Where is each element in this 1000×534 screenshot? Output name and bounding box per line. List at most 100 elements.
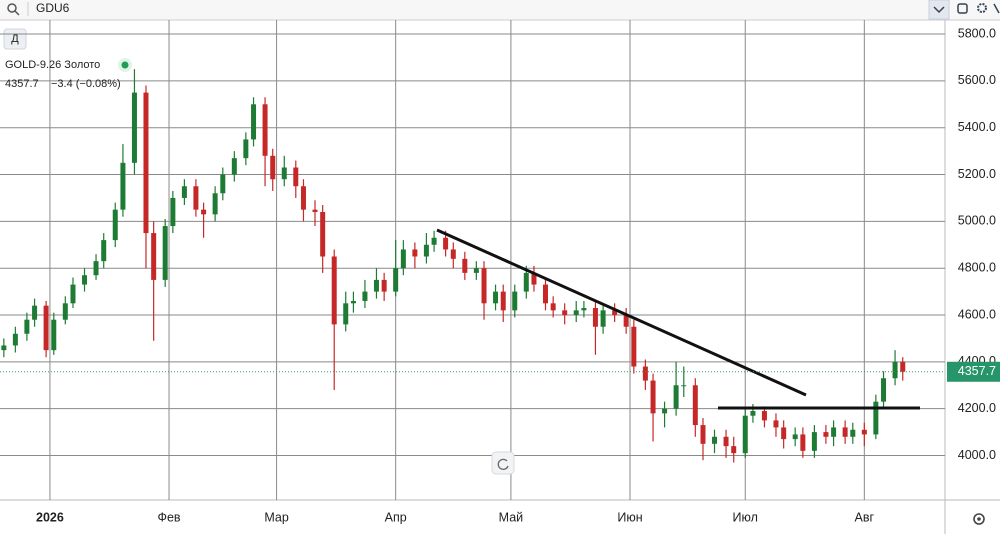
candle-body: [642, 366, 648, 381]
candle-body: [293, 167, 299, 187]
candle-body: [300, 186, 306, 210]
candle-body: [450, 249, 456, 259]
candle-body: [93, 261, 99, 276]
candle-body: [831, 427, 837, 437]
interval-label[interactable]: Д: [11, 33, 19, 45]
axis-settings-center: [977, 517, 981, 521]
candle-body: [212, 193, 218, 215]
candle-body: [243, 139, 249, 159]
y-tick-label: 5800.0: [958, 26, 996, 40]
candle-body: [550, 303, 556, 311]
candle-body: [170, 197, 176, 227]
candle-body: [350, 300, 356, 304]
candle-body: [70, 284, 76, 304]
candle-body: [151, 233, 157, 280]
candle-body: [381, 279, 387, 292]
candle-body: [412, 249, 418, 257]
candle-body: [573, 310, 579, 316]
reset-icon: [497, 458, 509, 470]
legend-symbol: GOLD-9.26 Золото: [5, 59, 100, 71]
candle-body: [262, 104, 268, 156]
candle-body: [650, 380, 656, 414]
axis-settings-icon[interactable]: [973, 513, 985, 525]
candle-body: [750, 411, 756, 416]
dropdown-chevron: [933, 6, 945, 14]
candle-body: [281, 167, 287, 180]
candle-body: [861, 429, 867, 435]
candle-body: [443, 237, 449, 250]
candle-body: [32, 305, 38, 320]
candle-body: [131, 92, 137, 163]
candle-body: [842, 427, 848, 437]
candle-body: [581, 308, 587, 311]
candle-body: [623, 315, 629, 327]
candle-body: [473, 268, 479, 273]
candle-body: [331, 256, 337, 325]
x-tick-label: Фев: [157, 510, 180, 524]
candle-body: [270, 155, 276, 180]
y-tick-label: 5000.0: [958, 214, 996, 228]
candle-body: [562, 310, 568, 316]
y-tick-label: 4000.0: [958, 448, 996, 462]
candle-body: [873, 401, 879, 435]
legend-change: −3.4 (−0.08%): [51, 78, 121, 90]
candle-body: [712, 436, 718, 444]
x-tick-label: Мар: [264, 510, 289, 524]
candle-body: [101, 240, 107, 262]
toolbar: [0, 0, 1000, 20]
last-price-tag: [947, 361, 1000, 382]
candle-body: [673, 385, 679, 409]
candle-body: [400, 249, 406, 269]
candle-body: [592, 308, 598, 327]
candle-body: [181, 186, 187, 198]
window-icon[interactable]: [957, 3, 968, 14]
candle-body: [792, 434, 798, 440]
symbol-input[interactable]: GDU6: [36, 1, 70, 15]
x-tick-label: Июн: [617, 510, 642, 524]
candle-body: [12, 333, 18, 346]
trend-line[interactable]: [436, 228, 807, 397]
candle-body: [251, 104, 257, 140]
candle-body: [662, 408, 668, 414]
candle-body: [462, 258, 468, 273]
candle-body: [881, 378, 887, 402]
x-tick-label: 2026: [36, 510, 64, 524]
candle-body: [481, 268, 487, 304]
candle-body: [373, 279, 379, 292]
candle-body: [493, 291, 499, 304]
x-tick-label: Авг: [855, 510, 875, 524]
candle-body: [531, 272, 537, 285]
candle-body: [631, 326, 637, 367]
reset-button[interactable]: [491, 451, 515, 475]
candle-body: [823, 432, 829, 437]
more-icon[interactable]: [993, 3, 1000, 14]
candle-body: [51, 319, 57, 351]
candle-body: [600, 310, 606, 327]
candle-body: [120, 162, 126, 210]
dropdown-button[interactable]: [928, 0, 950, 20]
candle-body: [393, 268, 399, 292]
candle-body: [512, 291, 518, 311]
candle-body: [742, 415, 748, 454]
candle-body: [612, 310, 618, 316]
candle-body: [731, 446, 737, 454]
candle-body: [320, 212, 326, 257]
y-tick-label: 5400.0: [958, 120, 996, 134]
search-icon-handle: [14, 10, 20, 16]
search-icon[interactable]: [7, 3, 17, 13]
candle-body: [523, 272, 529, 292]
candle-body: [82, 275, 88, 285]
candle-body: [900, 361, 906, 372]
candle-body: [162, 226, 168, 280]
candle-body: [431, 237, 437, 245]
candle-body: [143, 92, 149, 234]
candle-body: [231, 158, 237, 175]
y-tick-label: 4800.0: [958, 260, 996, 274]
x-tick-label: Июл: [733, 510, 758, 524]
candle-body: [811, 432, 817, 451]
candle-body: [723, 436, 729, 447]
candle-body: [312, 209, 318, 212]
y-tick-label: 5200.0: [958, 167, 996, 181]
candle-body: [500, 291, 506, 311]
